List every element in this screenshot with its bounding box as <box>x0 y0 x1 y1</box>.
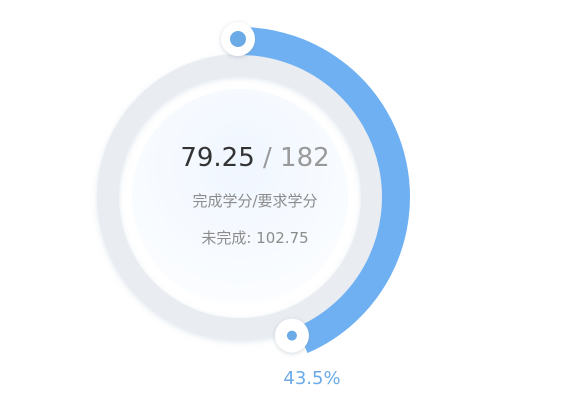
credits-caption: 完成学分/要求学分 <box>192 192 318 210</box>
credits-separator: / <box>263 143 272 173</box>
progress-arc <box>239 27 410 354</box>
progress-track-ring <box>97 54 383 340</box>
progress-end-knob[interactable] <box>274 318 309 353</box>
completed-credits: 79.25 <box>180 143 255 173</box>
remaining-credits: 未完成: 102.75 <box>201 229 309 247</box>
inner-disc <box>132 89 348 305</box>
progress-percent-label: 43.5% <box>283 368 341 389</box>
progress-start-knob <box>221 22 255 56</box>
required-credits: 182 <box>280 143 330 173</box>
credits-readout: 79.25 / 182 <box>110 140 400 176</box>
